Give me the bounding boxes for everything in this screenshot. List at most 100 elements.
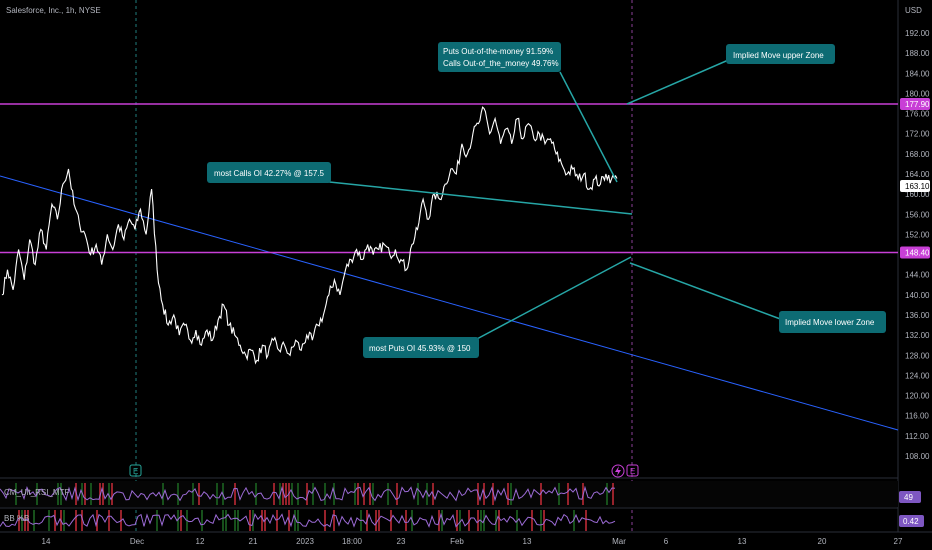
indicator-bar [456, 510, 458, 531]
indicator-bar [192, 483, 194, 505]
indicator-bar [387, 483, 389, 505]
rsi-indicator-pane[interactable]: 49 [0, 481, 921, 507]
downtrend-line[interactable] [0, 175, 899, 431]
indicator-bar [333, 510, 335, 531]
bbpb-line [0, 512, 616, 528]
indicator-bar [18, 510, 20, 531]
price-series-line[interactable] [1, 106, 618, 365]
price-tick-label: 164.00 [905, 170, 930, 179]
price-tick-label: 132.00 [905, 331, 930, 340]
price-tick-label: 192.00 [905, 29, 930, 38]
indicator-bar [255, 483, 257, 505]
indicator-bar [201, 510, 203, 531]
indicator-bar [459, 510, 461, 531]
calls-oi-text: most Calls OI 42.27% @ 157.5 [214, 169, 325, 178]
rsi-indicator-label[interactable]: CM_Ult_RSI_MTF [4, 488, 70, 497]
lower-zone-badge-label: 148.40 [905, 249, 930, 258]
indicator-bar [294, 510, 296, 531]
indicator-bar [108, 483, 110, 505]
price-tick-label: 188.00 [905, 49, 930, 58]
indicator-bar [531, 510, 533, 531]
indicator-bar [198, 483, 200, 505]
upper-zone-callout[interactable]: Implied Move upper Zone [726, 44, 835, 64]
indicator-bar [297, 510, 299, 531]
indicator-bar [21, 510, 23, 531]
indicator-bar [372, 483, 374, 505]
indicator-bar [312, 483, 314, 505]
indicator-bar [573, 510, 575, 531]
time-tick-label: 13 [738, 537, 747, 546]
indicator-bar [498, 510, 500, 531]
indicator-bar [225, 510, 227, 531]
currency-label: USD [905, 6, 922, 15]
time-axis[interactable]: 14 Dec 12 21 2023 18:00 23 Feb 13 Mar 6 13 20 27 [42, 537, 903, 546]
indicator-bar [324, 483, 326, 505]
indicator-bar [543, 510, 545, 531]
indicator-bar [15, 483, 17, 505]
earnings-marker-2-label: E [630, 467, 635, 476]
price-tick-label: 108.00 [905, 452, 930, 461]
earnings-marker-1-label: E [133, 467, 138, 476]
price-tick-label: 116.00 [905, 412, 929, 421]
indicator-bar [282, 483, 284, 505]
indicator-bar [180, 510, 182, 531]
calls-otm-text: Calls Out-of_the_money 49.76% [443, 59, 559, 68]
price-tick-label: 136.00 [905, 311, 930, 320]
lower-zone-badge [900, 246, 930, 259]
puts-calls-otm-callout[interactable]: Puts Out-of-the-money 91.59% Calls Out-o… [438, 42, 561, 72]
earnings-marker-2[interactable]: E [626, 464, 639, 477]
indicator-bar [57, 483, 59, 505]
indicator-bar [102, 483, 104, 505]
upper-zone-connector [626, 57, 734, 105]
price-tick-label: 144.00 [905, 271, 930, 280]
time-tick-label: 2023 [296, 537, 314, 546]
indicator-bar [285, 483, 287, 505]
upper-zone-badge-label: 177.90 [905, 100, 930, 109]
time-tick-label: 27 [894, 537, 903, 546]
calls-oi-callout[interactable]: most Calls OI 42.27% @ 157.5 [207, 162, 331, 183]
indicator-bar [378, 510, 380, 531]
time-tick-label: 21 [249, 537, 258, 546]
rsi-value: 49 [904, 493, 913, 502]
indicator-bar [477, 510, 479, 531]
indicator-bar [276, 510, 278, 531]
upper-zone-badge [900, 98, 930, 111]
bbpb-indicator-label[interactable]: BB %B [4, 514, 30, 523]
price-tick-label: 140.00 [905, 291, 930, 300]
indicator-bar [507, 483, 509, 505]
indicator-bar [324, 510, 326, 531]
indicator-bar [510, 483, 512, 505]
price-tick-label: 156.00 [905, 210, 930, 219]
calls-oi-connector [319, 180, 633, 215]
price-axis[interactable]: 192.00 188.00 184.00 180.00 176.00 172.00 168.… [905, 29, 930, 461]
dividend-lightning-icon[interactable] [611, 464, 625, 478]
indicator-bar [354, 483, 356, 505]
indicator-bar [291, 483, 293, 505]
indicator-bar [81, 510, 83, 531]
last-price-badge[interactable]: 163.10 [900, 180, 930, 192]
puts-oi-callout[interactable]: most Puts OI 45.93% @ 150 [363, 337, 479, 358]
bbpb-indicator-pane[interactable]: 0.42 [0, 510, 924, 531]
lower-zone-text: Implied Move lower Zone [785, 318, 875, 327]
puts-oi-text: most Puts OI 45.93% @ 150 [369, 344, 471, 353]
time-tick-label: Feb [450, 537, 464, 546]
implied-move-levels[interactable]: 177.90 148.40 [0, 98, 930, 259]
earnings-marker-1[interactable]: E [129, 464, 142, 477]
indicator-bar [306, 483, 308, 505]
indicator-bar [63, 510, 65, 531]
indicator-bar [441, 510, 443, 531]
indicator-bar [108, 510, 110, 531]
price-tick-label: 112.00 [905, 432, 929, 441]
indicator-bar [606, 483, 608, 505]
indicator-bar [81, 483, 83, 505]
indicator-bar [249, 510, 251, 531]
time-tick-label: 12 [196, 537, 205, 546]
indicator-bar [90, 483, 92, 505]
indicator-bar [234, 483, 236, 505]
lower-zone-callout[interactable]: Implied Move lower Zone [779, 311, 886, 333]
indicator-bar [222, 510, 224, 531]
time-tick-label: Dec [130, 537, 144, 546]
puts-calls-otm-connector [559, 71, 618, 183]
